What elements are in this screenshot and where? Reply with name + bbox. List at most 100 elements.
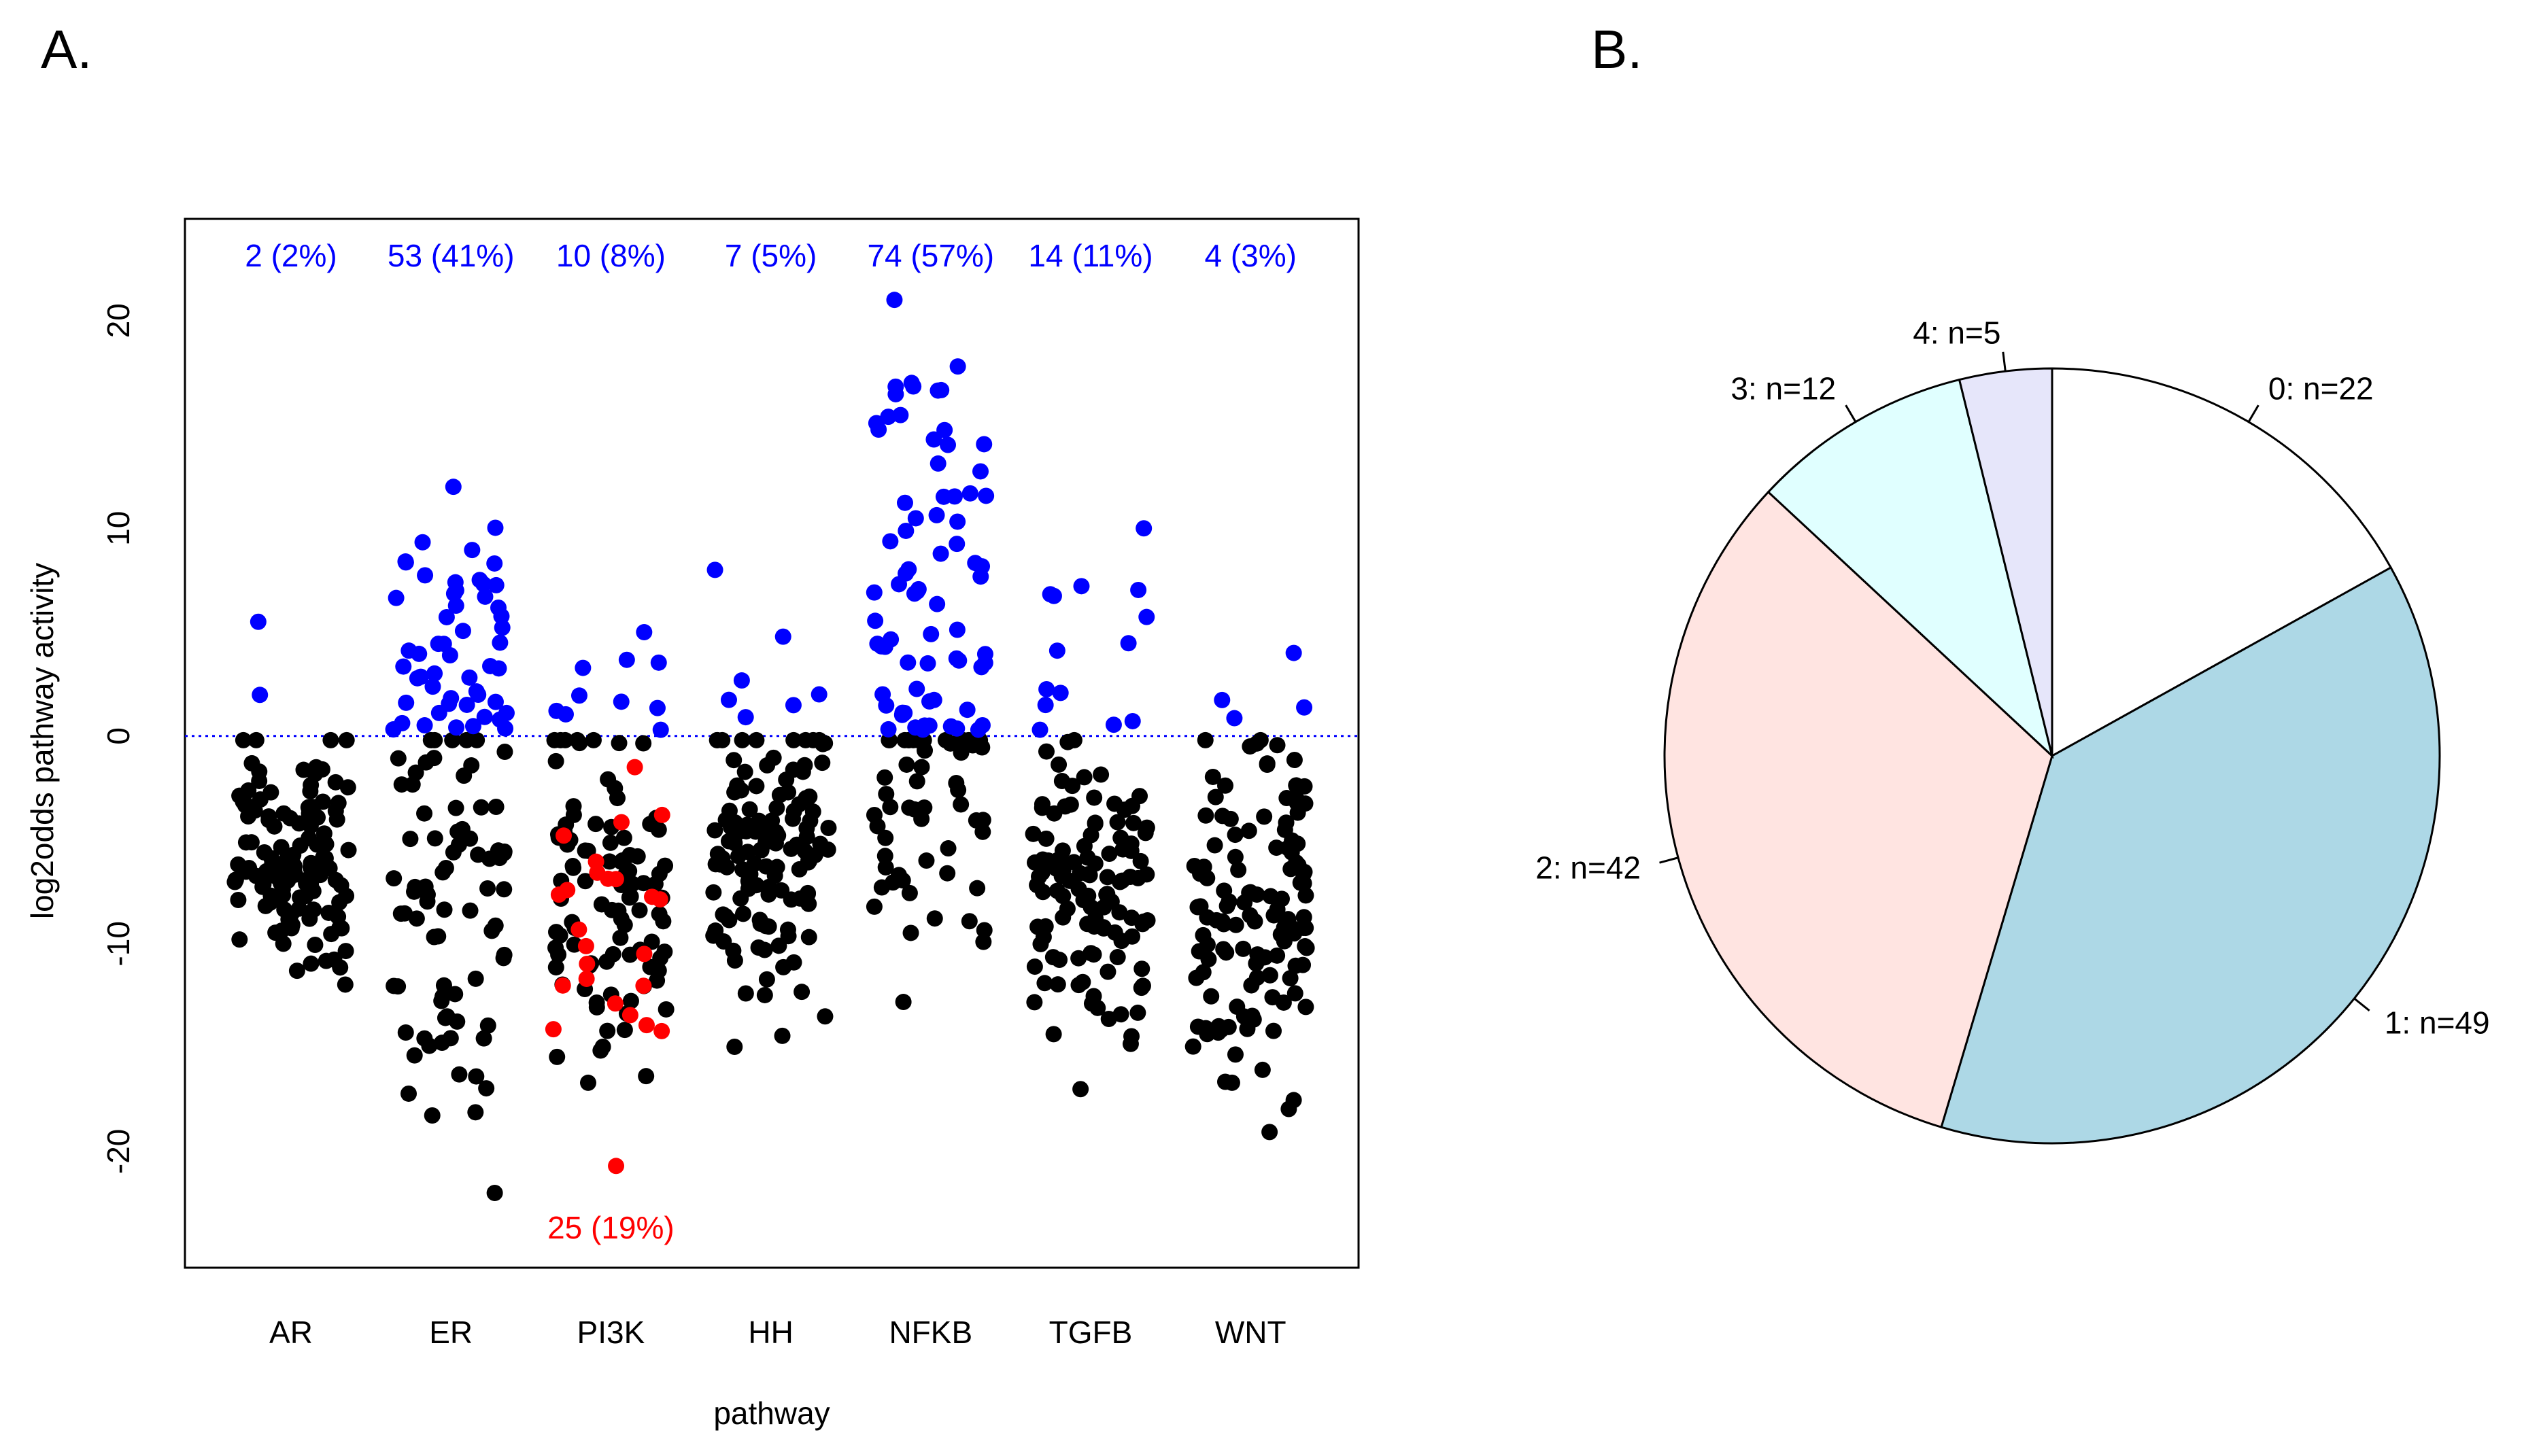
- point-inactive: [338, 888, 355, 905]
- pie-chart: 0: n=22 1: n=49 2: n=42 3: n=12 4: n=5: [1535, 315, 2490, 1145]
- pie-slice-label: 3: n=12: [1730, 371, 1836, 406]
- point-inactive: [436, 901, 453, 918]
- pie-label-tick: [1659, 856, 1679, 864]
- point-highlight: [613, 814, 630, 831]
- point-inactive: [295, 761, 312, 778]
- point-active: [475, 576, 492, 593]
- point-inactive: [565, 798, 582, 815]
- point-inactive: [397, 1024, 414, 1041]
- point-inactive: [407, 764, 424, 781]
- point-inactive: [778, 772, 795, 788]
- point-active: [940, 436, 957, 453]
- point-inactive: [1046, 805, 1063, 822]
- pie-slice-0: [2051, 367, 2393, 758]
- point-inactive: [450, 836, 467, 853]
- point-inactive: [426, 830, 443, 847]
- point-inactive: [255, 876, 272, 893]
- point-inactive: [330, 908, 347, 925]
- point-inactive: [1261, 1124, 1278, 1141]
- point-active: [430, 636, 447, 653]
- point-inactive: [717, 907, 734, 924]
- point-inactive: [906, 801, 923, 818]
- point-inactive: [1093, 766, 1110, 783]
- point-inactive: [1214, 808, 1231, 825]
- point-inactive: [1031, 868, 1048, 885]
- point-inactive: [301, 910, 318, 927]
- point-inactive: [616, 1022, 633, 1039]
- point-highlight: [607, 995, 624, 1012]
- point-inactive: [748, 877, 765, 894]
- point-highlight: [626, 759, 643, 776]
- point-inactive: [1055, 888, 1072, 905]
- point-inactive: [1297, 999, 1314, 1016]
- point-inactive: [913, 759, 930, 776]
- point-inactive: [926, 910, 943, 927]
- point-inactive: [417, 878, 434, 895]
- point-inactive: [1134, 977, 1151, 994]
- point-inactive: [1199, 869, 1216, 886]
- point-active: [497, 720, 514, 737]
- point-active: [486, 555, 503, 572]
- point-highlight: [608, 1158, 625, 1175]
- point-inactive: [447, 986, 464, 1003]
- point-inactive: [1227, 1046, 1244, 1063]
- point-inactive: [635, 735, 652, 752]
- point-active: [1120, 635, 1137, 652]
- point-inactive: [1076, 837, 1093, 854]
- point-active: [785, 697, 802, 714]
- point-active: [1048, 642, 1065, 659]
- point-inactive: [800, 895, 817, 912]
- point-inactive: [1099, 963, 1116, 980]
- point-inactive: [882, 799, 899, 816]
- x-tick-labels: AR ER PI3K HH NFKB TGFB WNT: [269, 1315, 1286, 1350]
- active-count-label: 53 (41%): [388, 238, 515, 273]
- point-active: [454, 623, 471, 640]
- point-active: [1073, 578, 1090, 595]
- point-active: [949, 536, 966, 553]
- y-tick-label: 10: [101, 511, 136, 546]
- points: [226, 292, 1315, 1202]
- point-inactive: [1137, 825, 1154, 842]
- point-inactive: [1133, 960, 1150, 977]
- point-inactive: [1109, 949, 1126, 966]
- point-inactive: [478, 1080, 495, 1097]
- point-inactive: [1200, 951, 1217, 968]
- point-inactive: [1206, 837, 1223, 854]
- point-active: [908, 680, 925, 697]
- point-active: [867, 612, 884, 629]
- point-active: [973, 659, 990, 676]
- point-inactive: [1070, 977, 1087, 994]
- point-active: [492, 634, 509, 651]
- point-inactive: [901, 884, 918, 901]
- point-inactive: [235, 731, 252, 748]
- point-inactive: [1087, 814, 1104, 831]
- point-active: [1037, 697, 1054, 714]
- point-active: [1105, 716, 1122, 733]
- panel-label-a: A.: [41, 19, 92, 80]
- point-inactive: [961, 913, 978, 930]
- point-inactive: [794, 763, 811, 780]
- point-inactive: [939, 865, 956, 882]
- x-tick-label: WNT: [1215, 1315, 1286, 1350]
- active-count-label: 4 (3%): [1204, 238, 1296, 273]
- point-inactive: [650, 962, 667, 979]
- point-inactive: [1034, 796, 1051, 813]
- point-active: [613, 693, 630, 710]
- point-active: [882, 533, 899, 550]
- point-inactive: [226, 873, 243, 890]
- pie-slice-3: [1767, 378, 2054, 759]
- point-active: [880, 409, 897, 426]
- point-inactive: [1112, 1006, 1129, 1023]
- point-inactive: [948, 774, 965, 791]
- highlight-count-label: 25 (19%): [547, 1210, 675, 1245]
- point-inactive: [424, 1107, 441, 1124]
- point-inactive: [783, 891, 800, 908]
- point-inactive: [896, 731, 913, 748]
- point-inactive: [1217, 777, 1234, 794]
- point-inactive: [1070, 950, 1087, 967]
- point-active: [464, 718, 481, 735]
- point-inactive: [1051, 756, 1068, 773]
- point-inactive: [817, 1008, 834, 1025]
- point-inactive: [462, 902, 479, 919]
- point-active: [487, 519, 504, 536]
